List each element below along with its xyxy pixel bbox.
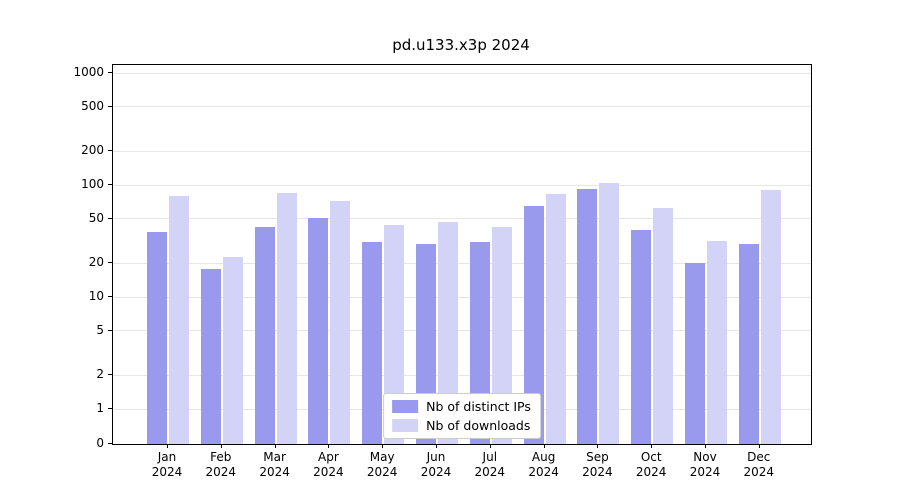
gridline [113,330,811,332]
gridline [113,72,811,74]
bar-downloads-jul [491,227,512,444]
bar-downloads-feb [222,256,243,444]
x-tick-mark [489,444,491,448]
bar-downloads-aug [545,194,566,444]
y-tick-label: 20 [88,255,104,270]
legend-entry: Nb of downloads [392,418,531,433]
bar-downloads-apr [330,201,351,444]
y-tick-mark [108,105,112,107]
x-tick-mark [436,444,437,448]
x-tick-mark [167,444,168,448]
y-tick-mark [108,374,112,376]
x-tick-label: Jun 2024 [420,450,452,479]
x-tick-label: Nov 2024 [689,450,721,479]
bar-distinct-ips-jan [147,232,167,444]
x-tick-label: Sep 2024 [582,450,613,479]
y-tick-label: 100 [81,177,104,192]
y-tick-mark [108,72,112,74]
y-tick-mark [108,150,112,152]
gridline [113,374,811,376]
x-tick-label: Feb 2024 [205,450,237,479]
y-tick-label: 10 [88,289,104,304]
x-tick-label: Dec 2024 [743,450,775,479]
y-tick-label: 500 [81,98,104,113]
bar-downloads-nov [707,240,727,444]
bar-downloads-sep [599,182,620,444]
y-tick-label: 1000 [73,65,104,80]
plot-area: Nb of distinct IPs Nb of downloads [112,64,812,445]
legend-label: Nb of distinct IPs [426,399,531,414]
y-tick-mark [108,296,112,298]
bar-downloads-mar [276,193,297,444]
x-tick-mark [705,444,706,448]
y-tick-mark [108,184,112,186]
x-tick-label: Mar 2024 [259,450,290,479]
gridline [113,106,811,108]
y-tick-mark [108,329,112,331]
x-tick-mark [274,444,276,448]
gridline [113,262,811,264]
legend-entry: Nb of distinct IPs [392,399,531,414]
y-tick-label: 5 [96,322,104,337]
gridline [113,218,811,220]
bar-downloads-oct [653,208,674,444]
gridline [113,296,811,298]
bar-distinct-ips-apr [308,217,329,444]
bar-downloads-dec [760,190,781,444]
y-tick-mark [108,217,112,219]
bar-distinct-ips-oct [631,229,652,444]
bar-distinct-ips-feb [200,268,221,444]
legend: Nb of distinct IPs Nb of downloads [383,393,541,439]
gridline [113,150,811,152]
y-tick-mark [108,443,112,444]
bar-distinct-ips-mar [254,227,275,444]
y-tick-mark [108,262,112,264]
legend-swatch-icon [392,419,419,432]
bar-distinct-ips-aug [523,206,544,444]
x-tick-mark [651,444,653,448]
bar-downloads-jun [438,221,458,444]
legend-label: Nb of downloads [426,418,531,433]
bar-distinct-ips-dec [738,243,759,444]
x-tick-mark [758,444,760,448]
bar-distinct-ips-nov [685,263,705,444]
y-tick-label: 50 [88,210,104,225]
chart-title: pd.u133.x3p 2024 [392,36,530,54]
x-tick-label: Jul 2024 [474,450,506,479]
legend-swatch-icon [392,400,419,413]
x-tick-mark [382,444,384,448]
y-tick-label: 1 [96,401,104,416]
bar-distinct-ips-may [362,242,383,444]
bar-downloads-jan [169,196,189,444]
x-tick-label: Aug 2024 [528,450,559,479]
x-tick-label: May 2024 [366,450,398,479]
gridline [113,184,811,186]
x-tick-label: Jan 2024 [151,450,183,479]
x-tick-label: Oct 2024 [635,450,667,479]
x-tick-mark [543,444,545,448]
x-tick-mark [220,444,222,448]
x-tick-mark [597,444,599,448]
y-tick-label: 2 [96,367,104,382]
y-tick-mark [108,408,112,410]
bar-downloads-may [384,225,405,444]
x-tick-label: Apr 2024 [313,450,344,479]
y-tick-label: 0 [96,436,104,450]
x-tick-mark [328,444,330,448]
y-tick-label: 200 [81,143,104,158]
bar-distinct-ips-sep [577,189,598,444]
